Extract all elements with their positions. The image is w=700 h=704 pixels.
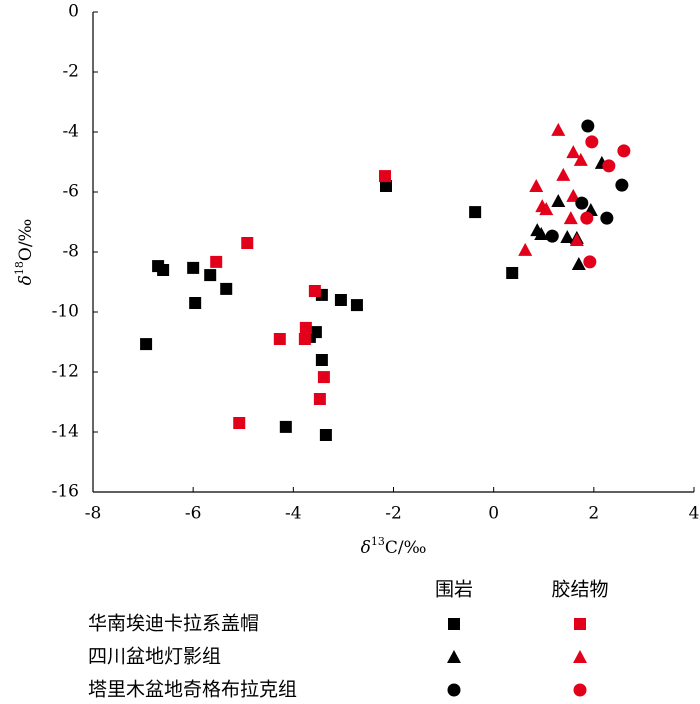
x-tick-label: -8 <box>85 504 102 524</box>
point <box>585 135 599 149</box>
point <box>334 294 347 306</box>
point <box>299 321 312 334</box>
point <box>315 354 328 366</box>
y-axis-label: δ18O/‰ <box>13 219 36 286</box>
point <box>581 119 595 133</box>
point <box>210 255 223 268</box>
point <box>551 122 566 136</box>
point <box>187 261 200 274</box>
point <box>308 285 321 297</box>
legend-marker <box>573 683 587 697</box>
point <box>600 211 614 225</box>
x-axis-label-part: C/‰ <box>385 538 427 558</box>
legend-label: 塔里木盆地奇格布拉克组 <box>88 679 297 701</box>
point <box>273 333 286 345</box>
y-tick-label: -10 <box>52 302 79 322</box>
point <box>551 194 566 207</box>
point <box>529 179 544 192</box>
x-tick-label: -6 <box>185 504 202 524</box>
x-axis-label-part: 13 <box>371 535 385 548</box>
legend-marker <box>447 683 461 697</box>
x-tick-label: -2 <box>385 504 402 524</box>
point <box>534 227 549 240</box>
point <box>506 267 519 279</box>
point <box>379 180 392 192</box>
point <box>573 152 588 166</box>
legend-marker <box>448 618 460 630</box>
point <box>313 393 326 405</box>
x-tick-label: 2 <box>588 504 599 524</box>
y-tick-label: -2 <box>62 62 79 82</box>
point <box>518 242 533 256</box>
point <box>378 170 391 183</box>
point <box>189 297 202 309</box>
point <box>566 188 581 202</box>
point <box>556 167 571 181</box>
y-tick-label: -16 <box>52 482 79 502</box>
point <box>220 282 233 295</box>
point <box>563 211 578 225</box>
x-tick-label: 4 <box>689 504 700 524</box>
point <box>140 338 153 351</box>
point <box>233 417 246 429</box>
y-axis-label-part: O/‰ <box>16 219 36 261</box>
y-tick-label: -6 <box>62 182 79 202</box>
y-axis-label-part: δ <box>16 275 36 285</box>
y-tick-label: -4 <box>62 122 79 142</box>
point <box>241 237 254 249</box>
y-tick-label: -14 <box>52 422 79 442</box>
point <box>617 144 631 158</box>
point <box>539 202 554 216</box>
point <box>575 196 589 210</box>
legend-column-header: 围岩 <box>435 579 473 601</box>
point <box>319 429 332 441</box>
y-tick-label: 0 <box>68 2 79 22</box>
point <box>571 257 586 270</box>
x-tick-label: 0 <box>488 504 499 524</box>
point <box>469 206 482 219</box>
x-axis-label-part: δ <box>361 538 371 558</box>
point <box>298 333 311 345</box>
point <box>350 299 363 312</box>
point <box>583 255 597 269</box>
legend-label: 四川盆地灯影组 <box>88 646 221 668</box>
point <box>545 229 559 243</box>
point <box>317 371 330 384</box>
point <box>580 211 594 225</box>
y-tick-label: -12 <box>52 362 79 382</box>
x-axis-label: δ13C/‰ <box>361 535 427 558</box>
legend-marker <box>573 650 587 663</box>
point <box>566 145 581 159</box>
x-tick-label: -4 <box>285 504 302 524</box>
point <box>157 264 170 276</box>
point <box>560 230 575 243</box>
legend-column-header: 胶结物 <box>551 579 608 601</box>
legend-label: 华南埃迪卡拉系盖帽 <box>88 613 259 635</box>
legend-marker <box>574 618 586 630</box>
point <box>569 233 584 246</box>
y-axis-label-part: 18 <box>13 261 26 275</box>
point <box>602 159 616 173</box>
point <box>615 178 629 192</box>
legend-marker <box>447 650 461 663</box>
point <box>204 269 217 282</box>
point <box>279 420 292 433</box>
y-tick-label: -8 <box>62 242 79 262</box>
